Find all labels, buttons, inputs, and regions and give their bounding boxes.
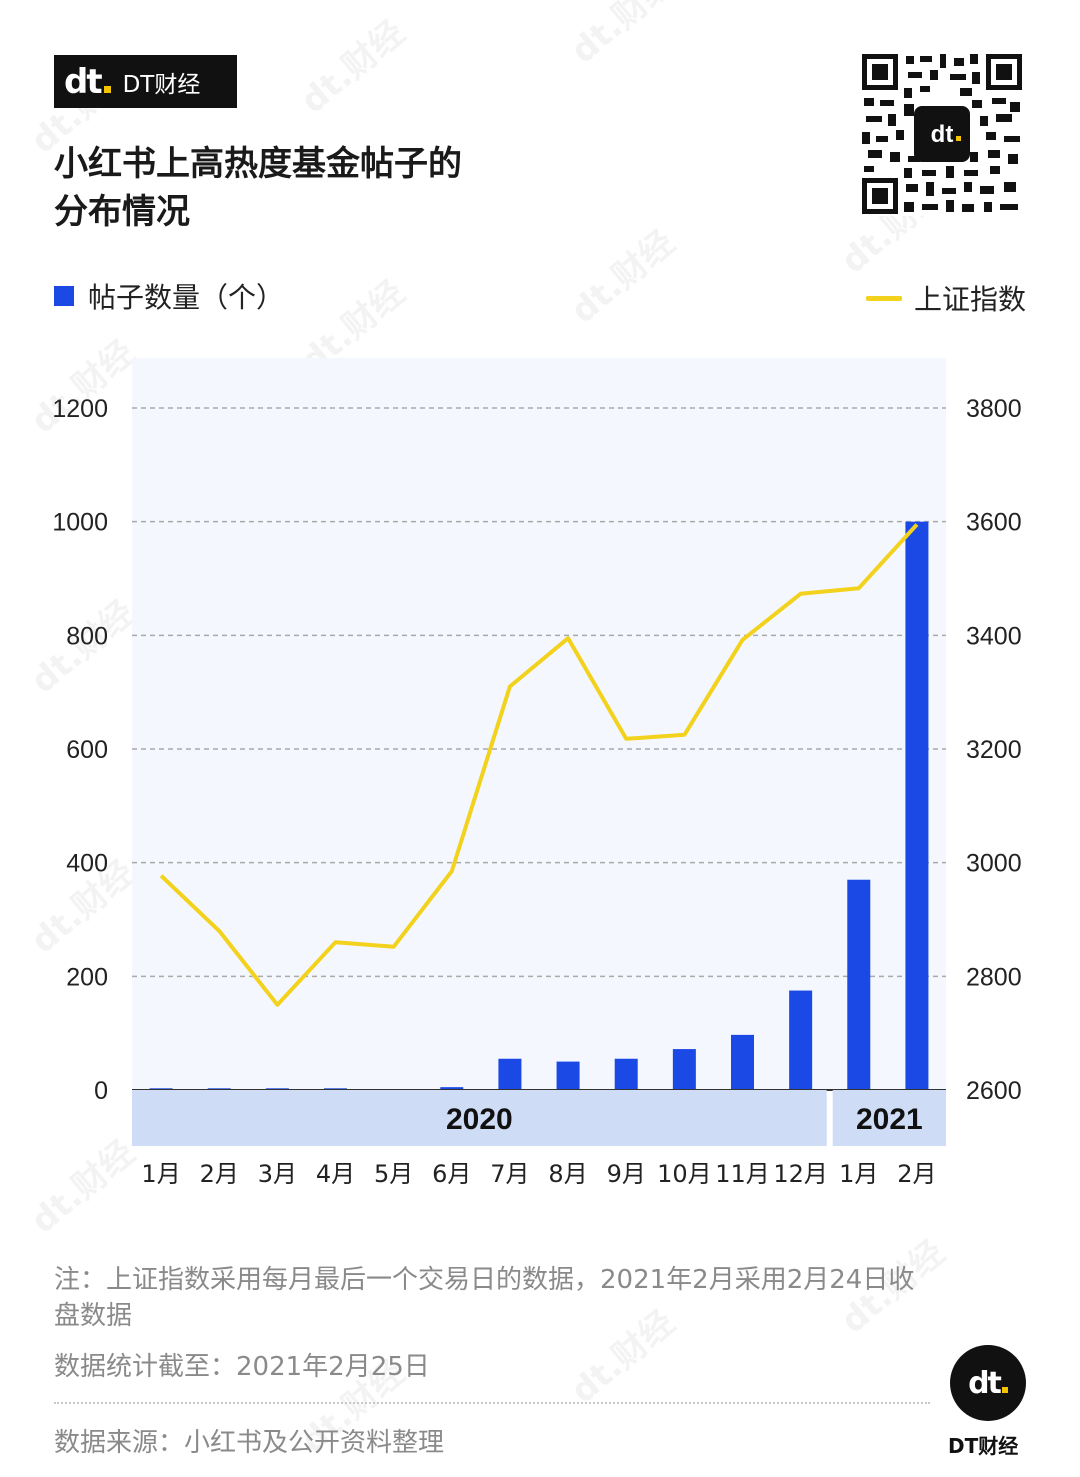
x-axis-tick-label: 10月 [657,1160,712,1188]
brand-badge: dt DT财经 [54,55,237,108]
note-index-method: 注：上证指数采用每月最后一个交易日的数据，2021年2月采用2月24日收盘数据 [54,1265,915,1331]
bar [789,990,813,1090]
left-axis-tick-label: 800 [66,622,108,650]
bar [556,1061,580,1090]
x-axis-tick-label: 1月 [141,1160,180,1188]
x-axis-tick-label: 1月 [839,1160,878,1188]
right-axis-tick-label: 3400 [966,622,1022,650]
logo-label: DT财经 [948,1434,1019,1458]
year-band [832,1090,946,1146]
right-axis-tick-label: 2600 [966,1077,1022,1105]
legend-line-label: 上证指数 [913,283,1026,316]
brand-logo: dt [64,62,111,102]
chart: 0 200 400 600 800 1000 1200 2600 2800 3000 3200 340… [52,358,1022,1188]
year-band [132,1090,827,1146]
index-line [159,523,919,1007]
left-axis-tick-label: 0 [94,1077,108,1105]
year-label: 2020 [446,1103,513,1136]
x-axis-tick-label: 12月 [773,1160,828,1188]
bar [672,1049,696,1090]
left-axis-tick-label: 600 [66,736,108,764]
x-axis-tick-label: 8月 [548,1160,587,1188]
left-axis-tick-label: 400 [66,850,108,878]
x-axis-tick-label: 3月 [258,1160,297,1188]
plot-background [132,358,946,1090]
divider [54,1402,930,1404]
year-label: 2021 [856,1103,923,1136]
dt-logo-icon: dt [950,1345,1026,1421]
bar [847,879,871,1090]
bar [440,1087,464,1090]
left-axis-tick-label: 200 [66,963,108,991]
note-data-cutoff: 数据统计截至：2021年2月25日 [54,1352,430,1382]
title-line-1: 小红书上高热度基金帖子的 [54,144,462,184]
title-line-2: 分布情况 [54,192,190,232]
right-axis-tick-label: 3800 [966,395,1022,423]
watermark: dt.财经 [558,217,683,333]
right-axis-tick-label: 3600 [966,509,1022,537]
right-axis-tick-label: 3200 [966,736,1022,764]
bar [614,1058,638,1090]
watermark: dt.财经 [288,7,413,123]
brand-name: DT财经 [122,71,201,98]
x-axis-tick-label: 4月 [316,1160,355,1188]
legend-line: 上证指数 [865,278,1026,318]
watermark: dt.财经 [558,0,683,72]
x-axis-tick-label: 11月 [715,1160,770,1188]
data-source: 数据来源：小红书及公开资料整理 [54,1428,445,1458]
legend-line-swatch [865,295,902,301]
right-axis-tick-label: 3000 [966,850,1022,878]
legend-bar-label: 帖子数量（个） [88,281,285,314]
chart-title: 小红书上高热度基金帖子的 分布情况 [54,140,574,236]
x-axis-tick-label: 7月 [490,1160,529,1188]
bar [731,1034,754,1090]
x-axis-tick-label: 9月 [607,1160,646,1188]
x-axis-tick-label: 6月 [432,1160,471,1188]
x-axis-tick-label: 2月 [897,1160,936,1188]
legend-bar: 帖子数量（个） [54,276,284,316]
legend-bar-swatch [54,286,74,306]
notes-block: 注：上证指数采用每月最后一个交易日的数据，2021年2月采用2月24日收盘数据 [54,1262,934,1334]
bar [905,521,929,1090]
left-axis-tick-label: 1000 [52,509,108,537]
svg-text:dt: dt [931,121,954,148]
left-axis-tick-label: 1200 [52,395,108,423]
bar [498,1058,522,1090]
x-axis-tick-label: 2月 [200,1160,239,1188]
right-axis-tick-label: 2800 [966,963,1022,991]
qr-code-icon: dt [860,52,1024,216]
x-axis-tick-label: 5月 [374,1160,413,1188]
